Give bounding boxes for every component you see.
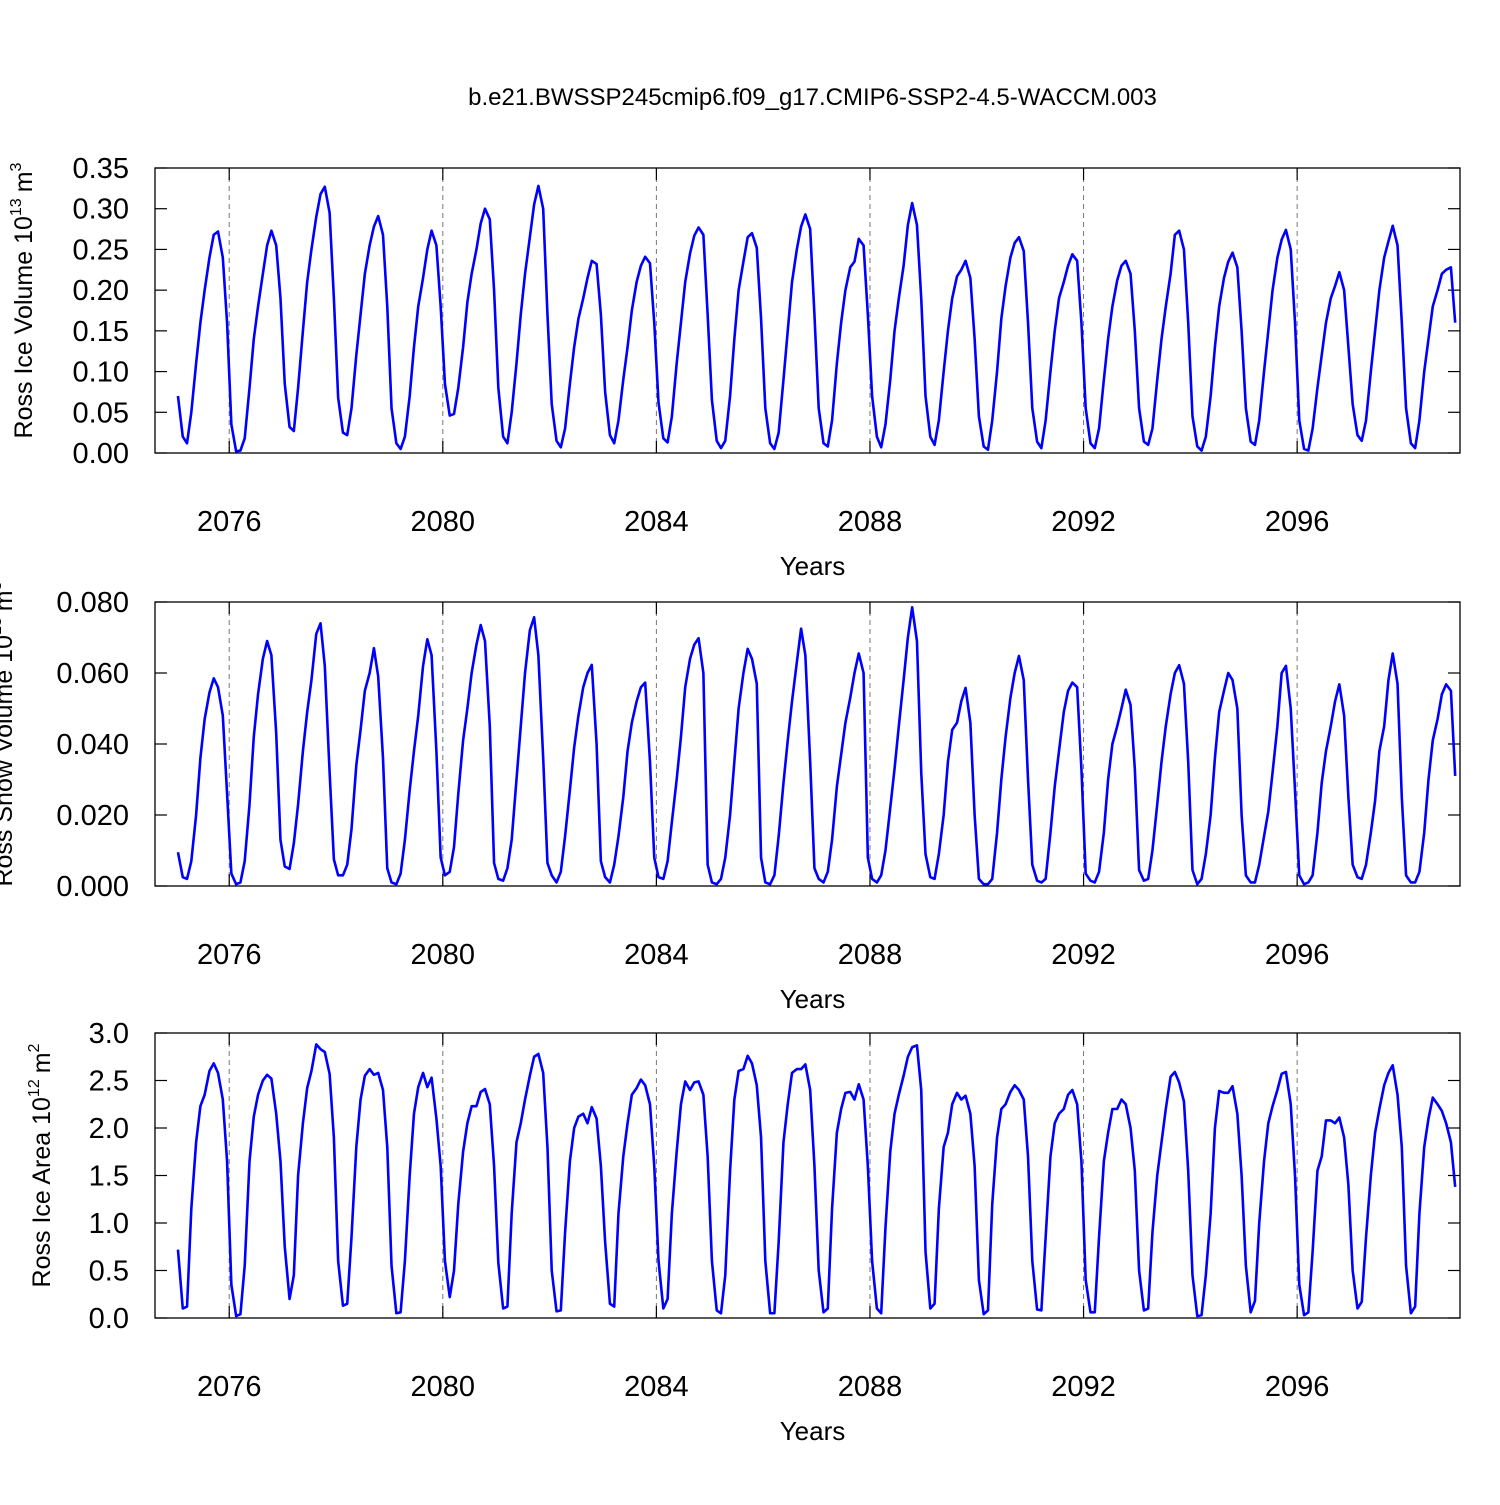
x-tick-label: 2096 (1265, 939, 1330, 971)
y-axis-title-exponent: 13 (8, 198, 25, 216)
y-axis-title-part: m (10, 171, 38, 192)
plot-frame (154, 1032, 1461, 1319)
x-tick-label: 2088 (838, 506, 903, 538)
y-axis-title-part: Ross Ice Area 10 (28, 1097, 56, 1287)
x-tick-label: 2080 (411, 1371, 476, 1403)
y-tick-label: 0.000 (56, 871, 129, 903)
x-tick-label: 2088 (838, 939, 903, 971)
x-tick-label: 2080 (411, 506, 476, 538)
x-tick-label: 2096 (1265, 1371, 1330, 1403)
y-axis-title: Ross Ice Area 1012 m2 (26, 1043, 56, 1287)
y-tick-label: 0.0 (89, 1303, 129, 1335)
y-tick-label: 0.05 (73, 397, 129, 429)
y-axis-title-exponent: 2 (26, 1043, 43, 1052)
x-tick-label: 2084 (624, 1371, 689, 1403)
y-axis-title-part: m (28, 1052, 56, 1073)
y-axis-title-exponent: 13 (0, 617, 5, 635)
y-axis-title-part: Ross Ice Volume 10 (10, 216, 38, 438)
x-axis-title: Years (780, 551, 846, 581)
y-tick-label: 0.30 (73, 194, 129, 226)
chart-title: b.e21.BWSSP245cmip6.f09_g17.CMIP6-SSP2-4… (468, 84, 1157, 111)
x-axis-title: Years (780, 1416, 846, 1446)
x-tick-label: 2084 (624, 939, 689, 971)
y-tick-label: 0.040 (56, 729, 129, 761)
y-axis-title-exponent: 3 (0, 581, 5, 590)
data-line (176, 184, 1457, 453)
x-tick-label: 2092 (1051, 1371, 1116, 1403)
y-tick-label: 0.20 (73, 275, 129, 307)
y-tick-label: 0.00 (73, 438, 129, 470)
plot-frame (154, 167, 1461, 454)
y-tick-label: 0.080 (56, 587, 129, 619)
x-axis-title: Years (780, 984, 846, 1014)
x-tick-label: 2080 (411, 939, 476, 971)
y-tick-label: 3.0 (89, 1018, 129, 1050)
y-axis-title-exponent: 3 (8, 162, 25, 171)
y-tick-label: 0.35 (73, 153, 129, 185)
x-tick-label: 2076 (197, 1371, 262, 1403)
y-tick-label: 2.0 (89, 1113, 129, 1145)
y-tick-label: 0.020 (56, 800, 129, 832)
y-tick-label: 0.5 (89, 1256, 129, 1288)
x-tick-label: 2092 (1051, 939, 1116, 971)
y-tick-label: 2.5 (89, 1066, 129, 1098)
data-line (176, 1043, 1457, 1318)
y-axis-title: Ross Ice Volume 1013 m3 (8, 162, 38, 438)
x-tick-label: 2092 (1051, 506, 1116, 538)
y-axis-title-part: m (0, 590, 18, 611)
x-tick-label: 2088 (838, 1371, 903, 1403)
x-tick-label: 2076 (197, 506, 262, 538)
x-tick-label: 2076 (197, 939, 262, 971)
data-line (176, 606, 1457, 886)
y-axis-title: Ross Snow Volume 1013 m3 (0, 581, 18, 886)
y-axis-title-exponent: 12 (26, 1079, 43, 1097)
y-tick-label: 0.15 (73, 316, 129, 348)
x-tick-label: 2084 (624, 506, 689, 538)
plot-frame (154, 601, 1461, 887)
y-tick-label: 0.060 (56, 658, 129, 690)
y-tick-label: 1.5 (89, 1161, 129, 1193)
y-tick-label: 1.0 (89, 1208, 129, 1240)
y-tick-label: 0.10 (73, 357, 129, 389)
y-tick-label: 0.25 (73, 234, 129, 266)
y-axis-title-part: Ross Snow Volume 10 (0, 635, 18, 887)
x-tick-label: 2096 (1265, 506, 1330, 538)
